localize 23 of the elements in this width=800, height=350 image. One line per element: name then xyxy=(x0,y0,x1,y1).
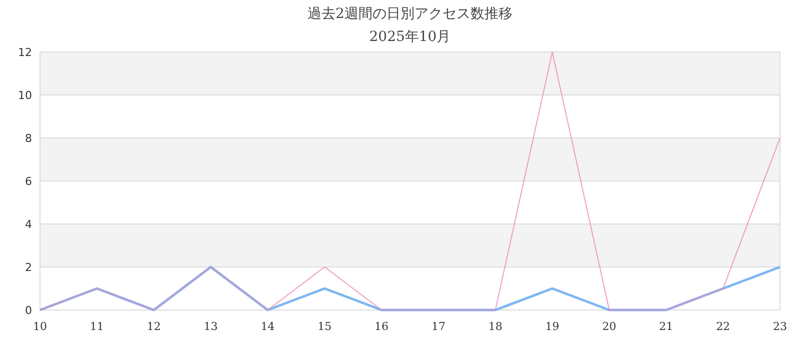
y-tick-label: 8 xyxy=(25,132,32,145)
x-tick-label: 23 xyxy=(773,320,787,333)
chart-title: 過去2週間の日別アクセス数推移 xyxy=(308,6,512,22)
y-tick-label: 6 xyxy=(25,175,32,188)
x-tick-label: 15 xyxy=(318,320,332,333)
x-tick-label: 20 xyxy=(602,320,616,333)
y-tick-label: 0 xyxy=(25,304,32,317)
x-tick-label: 21 xyxy=(659,320,674,333)
y-tick-label: 10 xyxy=(18,89,32,102)
y-tick-label: 4 xyxy=(25,218,32,231)
x-tick-label: 19 xyxy=(545,320,560,333)
x-tick-label: 12 xyxy=(146,320,161,333)
x-tick-label: 14 xyxy=(260,320,275,333)
x-tick-label: 10 xyxy=(33,320,47,333)
y-tick-label: 2 xyxy=(25,261,32,274)
x-tick-label: 18 xyxy=(488,320,502,333)
x-tick-label: 22 xyxy=(716,320,730,333)
x-tick-label: 11 xyxy=(90,320,104,333)
x-tick-label: 13 xyxy=(204,320,218,333)
x-tick-label: 17 xyxy=(431,320,446,333)
chart-subtitle: 2025年10月 xyxy=(369,29,451,45)
x-tick-label: 16 xyxy=(374,320,389,333)
y-tick-label: 12 xyxy=(18,46,32,59)
